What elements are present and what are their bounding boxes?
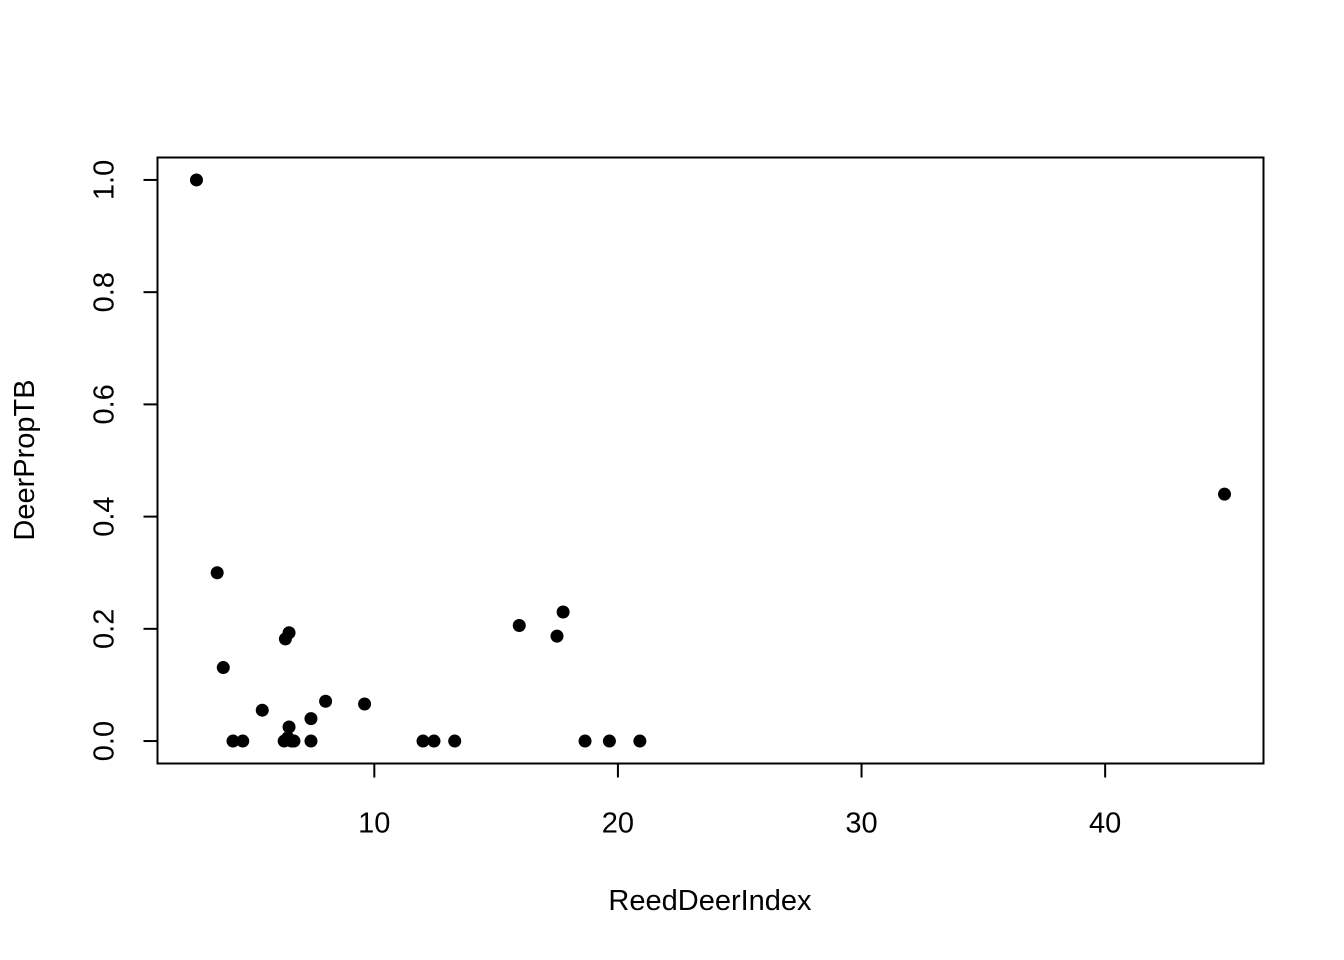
data-point (304, 734, 318, 748)
data-point (189, 173, 203, 187)
data-point (358, 697, 372, 711)
data-point (216, 661, 230, 675)
data-point (255, 703, 269, 717)
data-point (1218, 487, 1232, 501)
data-point (226, 734, 240, 748)
data-point (602, 734, 616, 748)
y-tick-label: 0.6 (89, 384, 121, 424)
data-point (416, 734, 430, 748)
data-point (319, 694, 333, 708)
data-point (210, 566, 224, 580)
data-point (287, 734, 301, 748)
y-axis: 0.0 0.2 0.4 0.6 0.8 1.0 (89, 160, 159, 761)
data-point (448, 734, 462, 748)
data-point (427, 734, 441, 748)
x-axis-title: ReedDeerIndex (608, 885, 812, 917)
y-tick-label: 0.2 (89, 609, 121, 649)
y-tick-label: 0.8 (89, 272, 121, 312)
data-points (189, 173, 1232, 748)
x-tick-label: 30 (845, 808, 877, 840)
data-point (578, 734, 592, 748)
x-tick-label: 20 (602, 808, 634, 840)
data-point (550, 629, 564, 643)
x-tick-label: 40 (1089, 808, 1121, 840)
y-tick-label: 0.4 (89, 496, 121, 536)
x-tick-label: 10 (358, 808, 390, 840)
data-point (282, 626, 296, 640)
x-axis: 10 20 30 40 (358, 762, 1121, 840)
data-point (282, 720, 296, 734)
plot-frame (156, 156, 1265, 765)
data-point (512, 618, 526, 632)
data-point (633, 734, 647, 748)
data-point (304, 712, 318, 726)
data-point (236, 734, 250, 748)
data-point (556, 605, 570, 619)
y-tick-label: 0.0 (89, 721, 121, 761)
y-tick-label: 1.0 (89, 160, 121, 200)
y-axis-title: DeerPropTB (9, 379, 41, 540)
